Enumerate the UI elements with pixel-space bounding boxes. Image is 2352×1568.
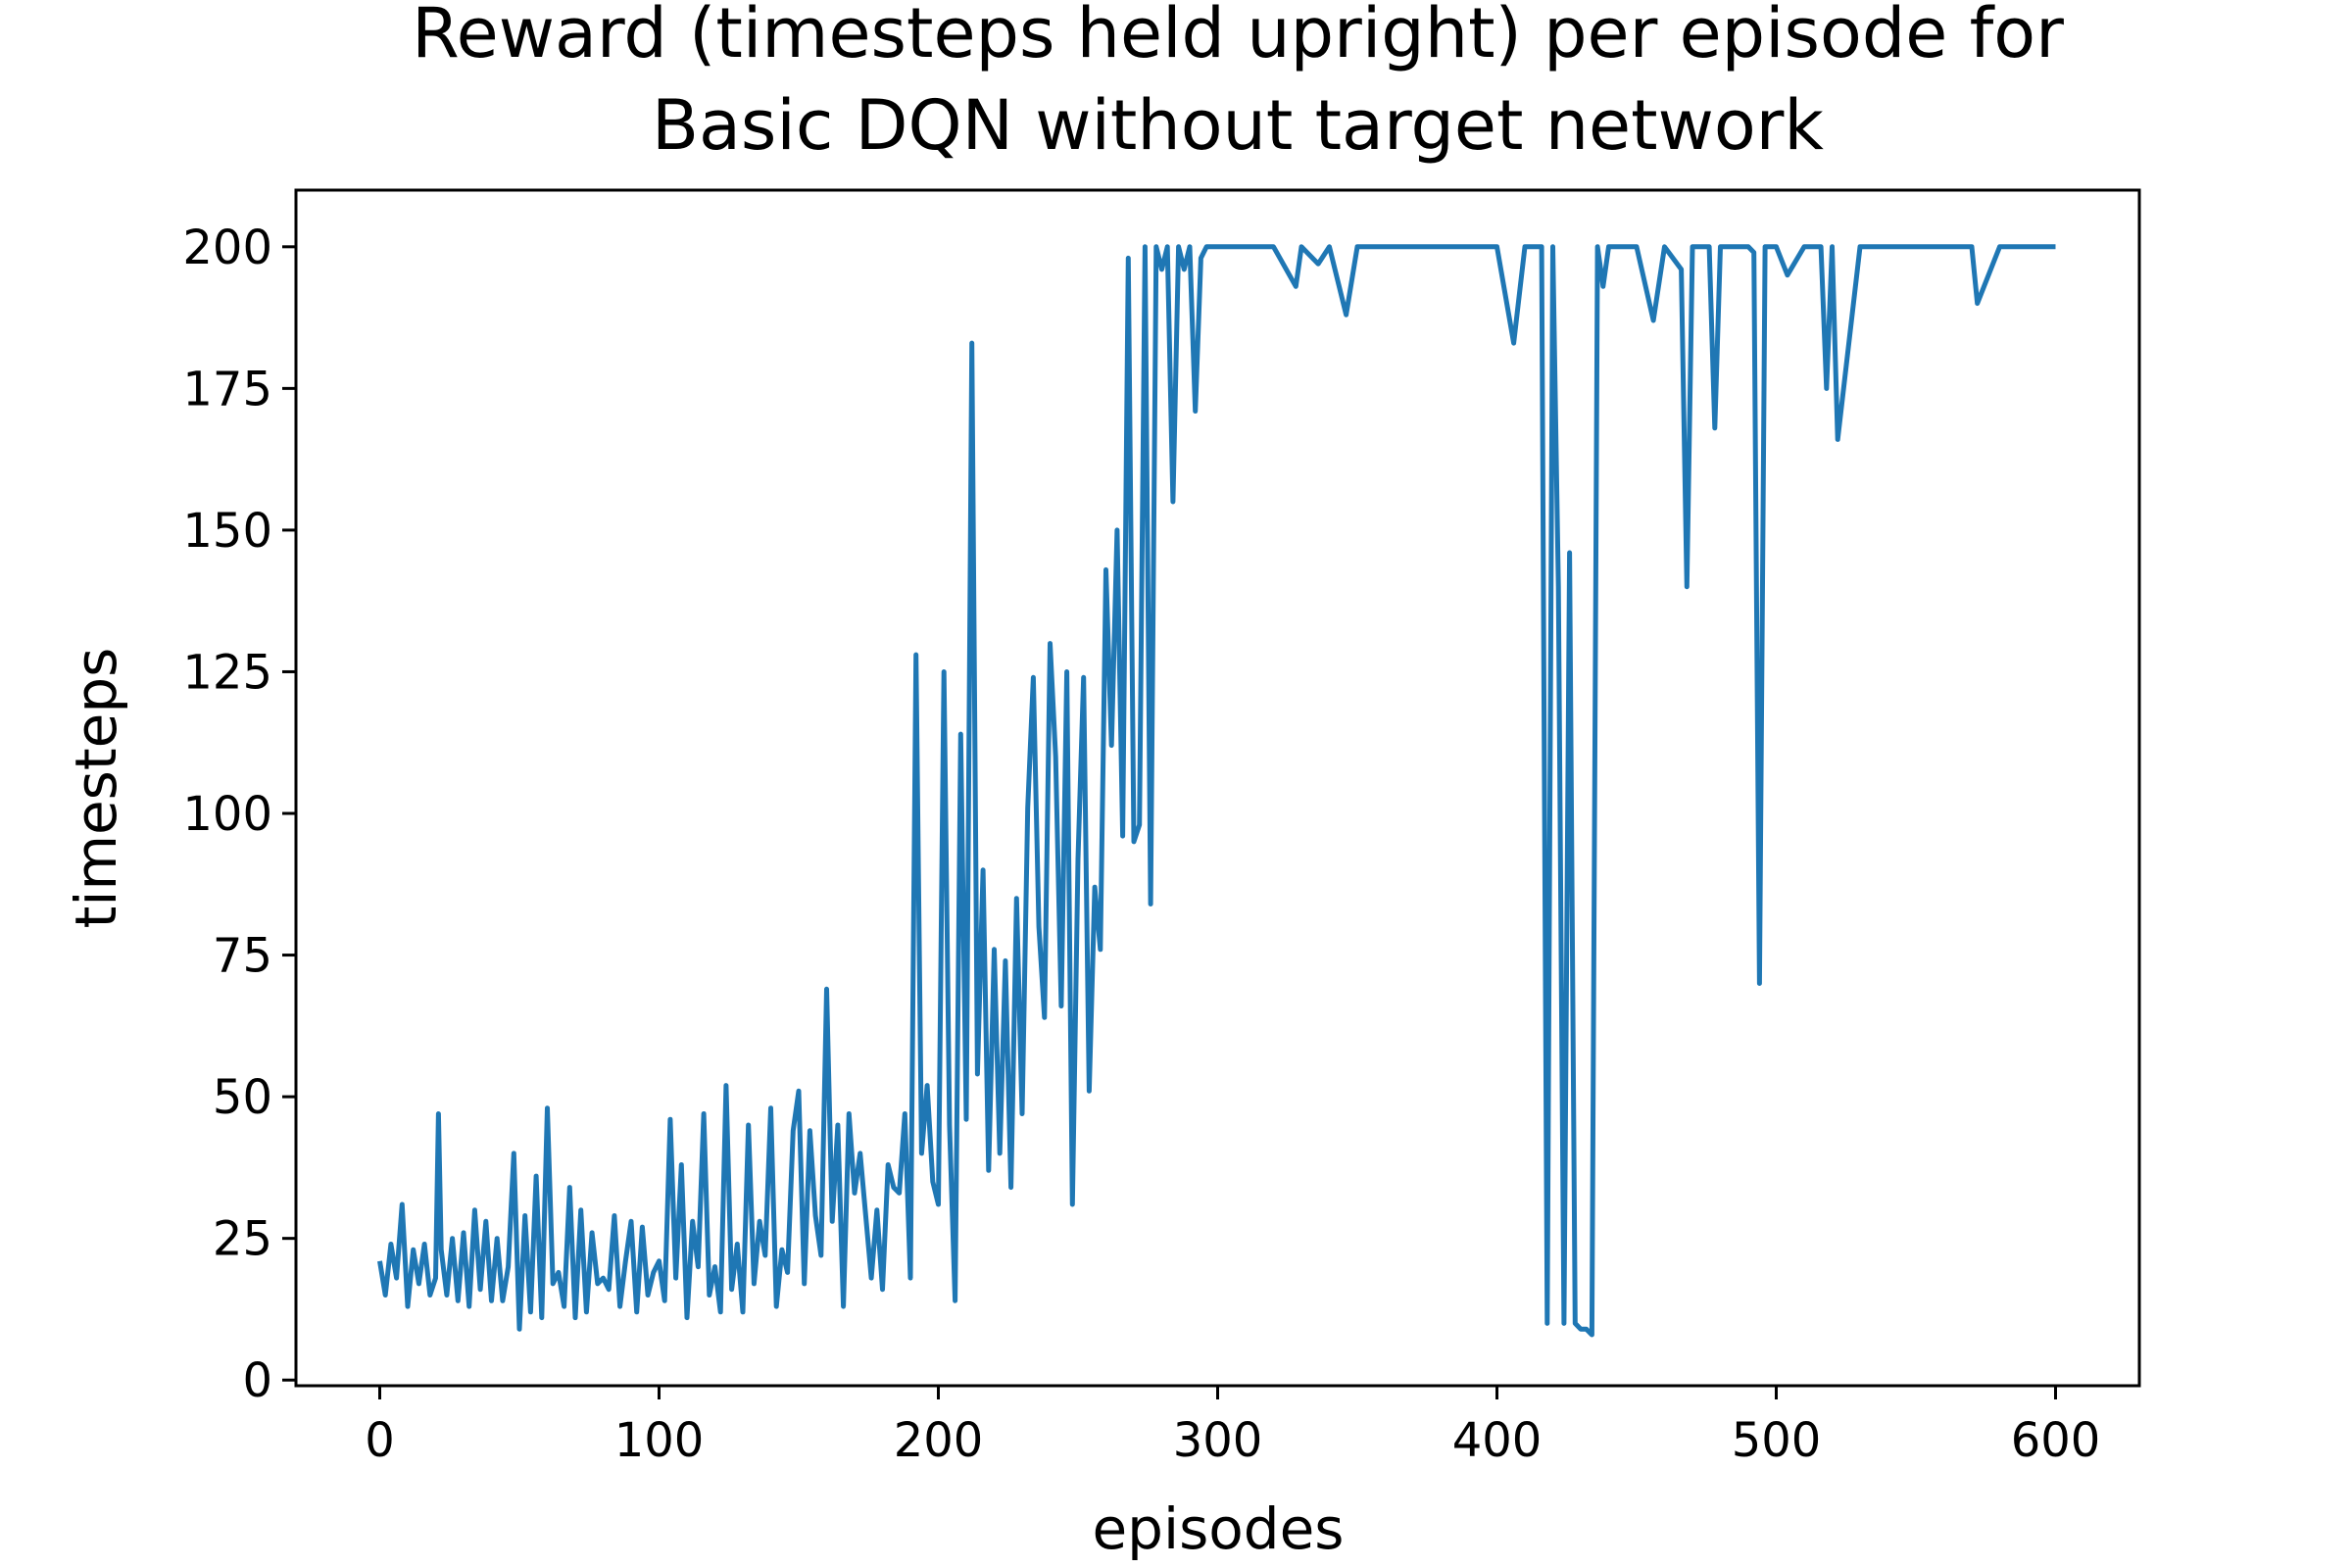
- chart-title-line-1: Reward (timesteps held upright) per epis…: [412, 0, 2064, 74]
- plot-area: [377, 244, 2056, 1338]
- x-axis-label: episodes: [1092, 1495, 1344, 1562]
- x-tick-label: 100: [614, 1413, 705, 1468]
- y-tick-label: 150: [182, 504, 272, 559]
- y-tick-label: 75: [213, 929, 272, 984]
- x-tick-label: 200: [894, 1413, 984, 1468]
- x-tick-label: 300: [1173, 1413, 1263, 1468]
- y-tick-label: 175: [182, 362, 272, 416]
- y-tick-label: 200: [182, 220, 272, 275]
- series-line-0: [377, 244, 2056, 1338]
- y-tick-label: 0: [242, 1353, 272, 1408]
- x-tick-label: 500: [1732, 1413, 1822, 1468]
- x-tick-label: 600: [2011, 1413, 2101, 1468]
- chart-title-line-2: Basic DQN without target network: [652, 85, 1824, 166]
- y-tick-label: 50: [213, 1070, 272, 1125]
- x-tick-label: 0: [365, 1413, 395, 1468]
- x-tick-label: 400: [1452, 1413, 1543, 1468]
- y-axis-label: timesteps: [63, 648, 129, 929]
- y-tick-label: 100: [182, 787, 272, 842]
- x-axis: 0 100 200 300 400 500 600: [365, 1386, 2100, 1468]
- y-tick-label: 125: [182, 645, 272, 700]
- y-tick-label: 25: [213, 1212, 272, 1267]
- y-axis: 0 25 50 75 100 125 150 175 200: [182, 220, 296, 1408]
